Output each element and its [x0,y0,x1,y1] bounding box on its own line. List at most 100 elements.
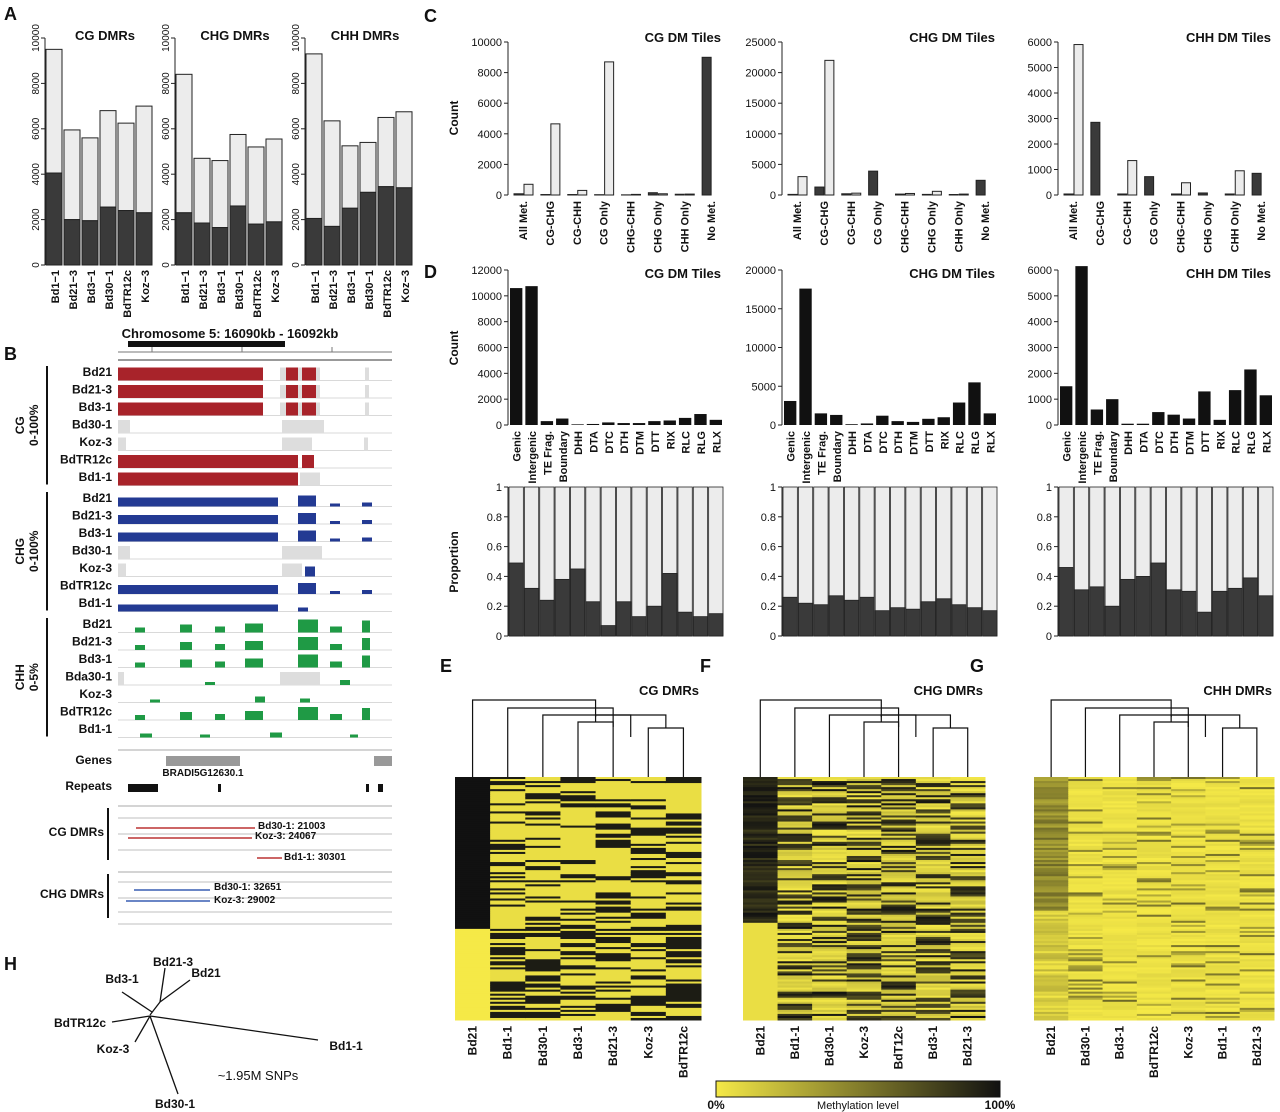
heatmap-cell [1171,815,1206,818]
heatmap-cell [1205,799,1241,802]
heatmap-cell [665,805,702,808]
heatmap-cell [777,781,813,784]
track-label: Bda30-1 [65,670,112,684]
heatmap-cell [1239,973,1275,976]
heatmap-cell [560,858,597,861]
heatmap-cell [525,876,561,879]
heatmap-cell [777,949,813,952]
heatmap-cell [1102,959,1138,962]
heatmap-cell [490,872,526,875]
heatmap-cell [743,912,779,916]
heatmap-cell [1205,1015,1241,1019]
signal-bar [330,591,340,594]
heatmap-cell [915,807,951,810]
heatmap-cell [743,989,779,993]
heatmap-cell [915,781,951,784]
heatmap-cell [630,791,667,794]
heatmap-cell [881,939,917,942]
heatmap-cell [1205,979,1241,983]
heatmap-cell [630,973,667,976]
heatmap-cell [1034,981,1069,985]
heatmap-cell [812,997,848,1001]
heatmap-cell [665,914,702,918]
heatmap-cell [812,888,848,891]
heatmap-cell [846,1009,882,1013]
heatmap-cell [1205,805,1241,808]
heatmap-cell [915,801,951,804]
heatmap-cell [525,894,561,897]
heatmap-cell [490,882,526,885]
y-tick-label: 4000 [31,163,42,186]
heatmap-cell [1136,939,1172,942]
heatmap-cell [1205,888,1241,891]
heatmap-cell [595,1001,632,1005]
heatmap-cell [665,795,702,798]
heatmap-cell [665,849,702,853]
heatmap-cell [812,835,848,839]
heatmap-cell [490,1011,526,1015]
heatmap-cell [1239,1007,1275,1011]
heatmap-cell [560,959,597,962]
heatmap-cell [1239,912,1275,916]
heatmap-cell [1102,963,1138,966]
heatmap-cell [881,868,917,871]
heatmap-cell [1068,995,1104,999]
heatmap-cell [665,803,702,806]
heatmap-cell [1205,894,1241,897]
heatmap-cell [950,809,986,812]
dmr-label: Koz-3: 24067 [255,831,317,842]
heatmap-cell [560,860,597,863]
heatmap-cell [1136,955,1172,958]
heatmap-cell [1239,860,1275,863]
heatmap-cell [630,809,667,812]
signal-bar [298,495,316,507]
heatmap-cell [560,880,597,883]
heatmap-cell [630,920,667,924]
heatmap-cell [1136,934,1172,938]
heatmap-cell [950,971,986,974]
heatmap-cell [1205,858,1241,861]
heatmap-cell [490,860,526,863]
heatmap-cell [846,957,882,960]
proportion-bar-dark [1089,586,1105,637]
heatmap-cell [812,839,848,843]
heatmap-cell [560,831,597,835]
heatmap-cell [525,997,561,1001]
heatmap-cell [846,809,882,812]
track-label: BdTR12c [60,579,112,593]
heatmap-cell [560,799,597,802]
heatmap-cell [455,823,491,827]
heatmap-cell [915,928,951,932]
bar-dark [305,217,323,266]
heatmap-cell [455,924,491,928]
heatmap-cell [1034,930,1069,934]
heatmap-cell [1034,918,1069,922]
heatmap-cell [455,839,491,843]
heatmap-cell [1068,930,1104,934]
heatmap-cell [1205,779,1241,782]
heatmap-cell [1102,829,1138,833]
heatmap-cell [1034,920,1069,924]
heatmap-cell [881,896,917,899]
heatmap-cell [1171,939,1206,942]
heatmap-cell [1205,997,1241,1001]
heatmap-cell [950,967,986,970]
heatmap-cell [1068,979,1104,983]
bar-light [931,190,942,196]
heatmap-cell [1205,876,1241,879]
heatmap-cell [665,845,702,849]
heatmap-cell [665,833,702,837]
heatmap-cell [455,918,491,922]
dendrogram-branch [794,707,900,777]
count-bar [571,424,584,425]
heatmap-cell [1102,835,1138,839]
heatmap-cell [560,811,597,814]
heatmap-cell [1171,943,1206,946]
heatmap-cell [881,781,917,784]
heatmap-cell [1102,920,1138,924]
heatmap-cell [846,787,882,790]
heatmap-cell [1102,973,1138,976]
heatmap-cell [490,799,526,802]
heatmap-cell [846,934,882,938]
heatmap-cell [560,1005,597,1009]
